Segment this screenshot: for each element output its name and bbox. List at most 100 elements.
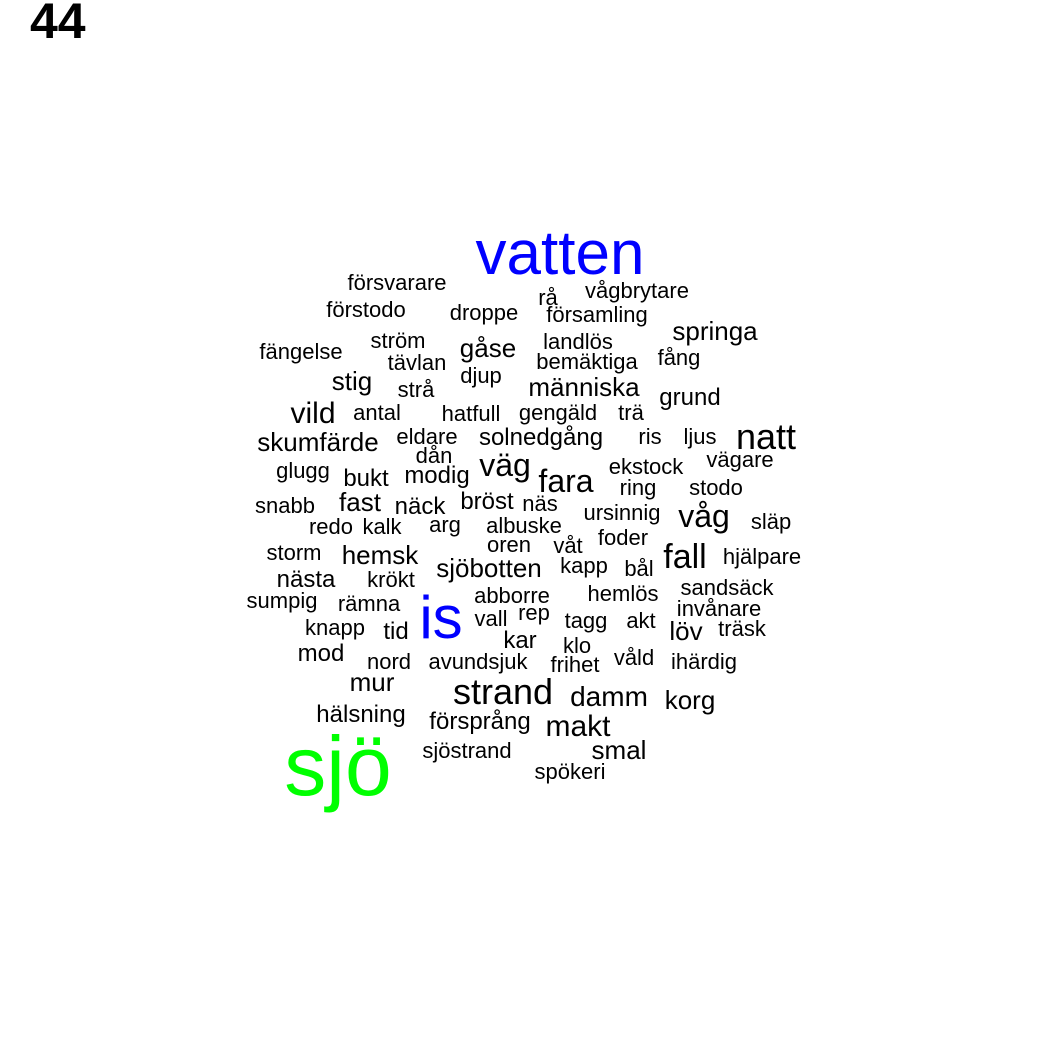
word-hatfull: hatfull bbox=[441, 401, 501, 426]
word-ris: ris bbox=[638, 424, 662, 449]
word-sandsack: sandsäck bbox=[680, 575, 774, 600]
word-spokeri: spökeri bbox=[534, 759, 606, 784]
word-vatten: vatten bbox=[475, 219, 645, 288]
word-springa: springa bbox=[672, 316, 758, 346]
word-stig: stig bbox=[331, 366, 373, 396]
word-skumfarde: skumfärde bbox=[257, 427, 379, 457]
word-bukt: bukt bbox=[343, 465, 389, 492]
word-stodo: stodo bbox=[689, 475, 743, 500]
word-ramna: rämna bbox=[337, 591, 401, 616]
word-makt: makt bbox=[545, 710, 611, 743]
word-nord: nord bbox=[366, 649, 412, 674]
word-fang: fång bbox=[657, 345, 701, 370]
word-halsning: hälsning bbox=[316, 701, 406, 728]
word-albuske: albuske bbox=[486, 513, 562, 538]
word-vag: väg bbox=[479, 447, 531, 483]
word-frihet: frihet bbox=[550, 652, 600, 677]
word-vald: våld bbox=[613, 645, 655, 670]
word-brost: bröst bbox=[460, 488, 514, 515]
word-invanare: invånare bbox=[676, 596, 762, 621]
word-tid: tid bbox=[383, 618, 409, 645]
word-sjo: sjö bbox=[284, 719, 392, 813]
word-vall: vall bbox=[474, 606, 508, 631]
word-manniska: människa bbox=[528, 372, 640, 402]
word-antal: antal bbox=[353, 400, 401, 425]
word-strand: strand bbox=[452, 671, 554, 712]
word-tavlan: tävlan bbox=[387, 350, 447, 375]
word-fara: fara bbox=[538, 463, 594, 499]
word-djup: djup bbox=[460, 363, 502, 388]
word-redo: redo bbox=[308, 514, 354, 539]
word-krokt: krökt bbox=[367, 567, 415, 592]
word-fall: fall bbox=[663, 538, 707, 576]
word-eldare: eldare bbox=[396, 424, 458, 449]
word-natt: natt bbox=[735, 416, 797, 457]
word-damm: damm bbox=[570, 681, 648, 712]
word-vag-wave: våg bbox=[678, 498, 730, 534]
word-akt: akt bbox=[626, 608, 656, 633]
word-avundsjuk: avundsjuk bbox=[428, 649, 528, 674]
word-stra: strå bbox=[397, 377, 435, 402]
word-vat: våt bbox=[553, 533, 583, 558]
word-gengald: gengäld bbox=[518, 400, 598, 425]
word-nas: näs bbox=[522, 491, 558, 516]
word-solnedgang: solnedgång bbox=[478, 424, 604, 451]
word-forstodo: förstodo bbox=[326, 297, 406, 322]
word-korg: korg bbox=[664, 685, 716, 715]
word-hemsk: hemsk bbox=[341, 540, 419, 570]
word-arg: arg bbox=[429, 512, 461, 537]
word-trask: träsk bbox=[718, 616, 766, 641]
word-mod: mod bbox=[297, 640, 345, 667]
word-slap: släp bbox=[750, 509, 792, 534]
word-ring: ring bbox=[619, 475, 657, 500]
word-sumpig: sumpig bbox=[246, 588, 318, 613]
word-hjalpare: hjälpare bbox=[722, 544, 802, 569]
word-smal: smal bbox=[591, 735, 647, 765]
word-droppe: droppe bbox=[449, 300, 519, 325]
word-bal: bål bbox=[624, 556, 654, 581]
word-forsprang: försprång bbox=[429, 708, 531, 735]
word-storm: storm bbox=[266, 540, 322, 565]
word-tra: trä bbox=[618, 400, 644, 425]
word-foder: foder bbox=[597, 525, 649, 550]
word-glugg: glugg bbox=[276, 458, 330, 483]
word-gase: gåse bbox=[459, 333, 517, 363]
word-nasta: nästa bbox=[276, 566, 336, 593]
word-is: is bbox=[419, 584, 463, 651]
word-fast: fast bbox=[339, 487, 381, 517]
word-snabb: snabb bbox=[255, 493, 315, 518]
page-number: 44 bbox=[30, 0, 86, 49]
word-forsvarare: försvarare bbox=[347, 270, 447, 295]
word-tagg: tagg bbox=[564, 608, 608, 633]
word-ra: rå bbox=[538, 285, 558, 310]
word-hemlos: hemlös bbox=[587, 581, 659, 606]
word-klo: klo bbox=[562, 633, 592, 658]
word-bemaktiga: bemäktiga bbox=[536, 349, 638, 374]
word-knapp: knapp bbox=[305, 615, 365, 640]
word-ljus: ljus bbox=[683, 424, 717, 449]
word-mur: mur bbox=[349, 667, 395, 697]
word-vagare: vägare bbox=[706, 447, 774, 472]
word-strom: ström bbox=[370, 328, 426, 353]
word-vild: vild bbox=[290, 397, 336, 430]
word-ursinnig: ursinnig bbox=[583, 500, 661, 525]
word-kar: kar bbox=[503, 627, 537, 654]
word-ekstock: ekstock bbox=[608, 454, 684, 479]
word-kalk: kalk bbox=[362, 514, 402, 539]
word-sjobotten: sjöbotten bbox=[436, 553, 542, 583]
word-lov: löv bbox=[669, 616, 703, 646]
word-kapp: kapp bbox=[560, 553, 608, 578]
word-fangelse: fängelse bbox=[259, 339, 343, 364]
word-landlos: landlös bbox=[543, 329, 613, 354]
word-nack: näck bbox=[394, 493, 446, 520]
word-ihardig: ihärdig bbox=[670, 649, 738, 674]
word-sjostrand: sjöstrand bbox=[422, 738, 512, 763]
word-rep: rep bbox=[518, 600, 550, 625]
word-abborre: abborre bbox=[474, 583, 550, 608]
word-modig: modig bbox=[404, 462, 470, 489]
word-oren: oren bbox=[486, 532, 532, 557]
word-dan: dån bbox=[415, 443, 453, 468]
word-vagbrytare: vågbrytare bbox=[585, 278, 689, 303]
word-forsamling: församling bbox=[546, 302, 648, 327]
